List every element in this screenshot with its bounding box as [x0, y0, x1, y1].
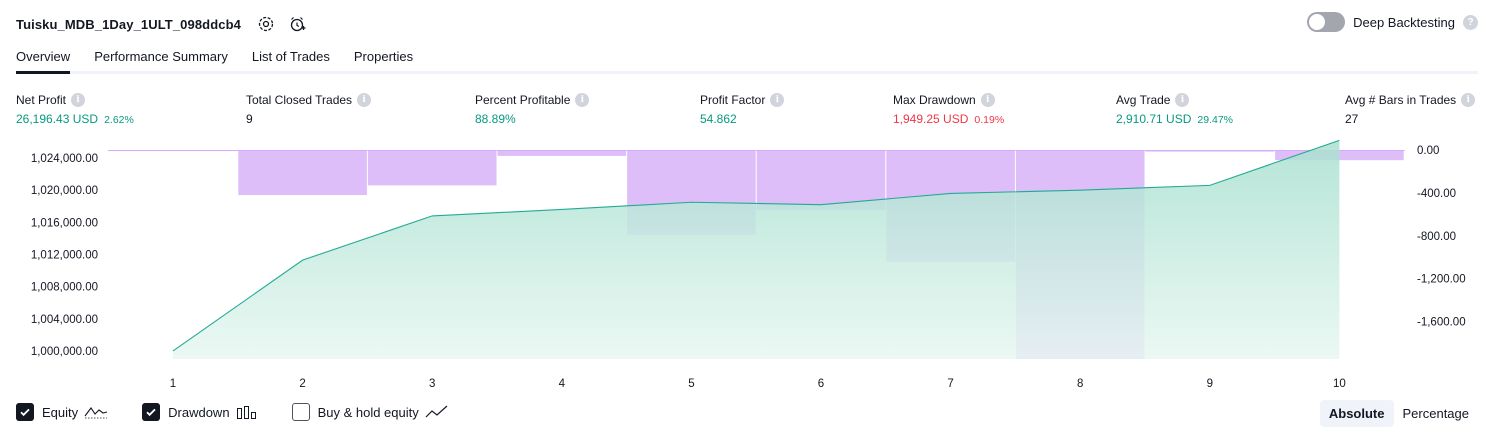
chart-legend: Equity Drawdown Buy & hold equity — [16, 403, 483, 421]
x-axis-tick-label: 5 — [688, 378, 694, 390]
gear-icon[interactable] — [257, 15, 275, 33]
right-axis-tick-label: 0.00 — [1417, 145, 1439, 157]
x-axis-tick-label: 4 — [559, 378, 566, 390]
info-icon[interactable]: i — [71, 93, 86, 107]
legend-label: Equity — [42, 404, 79, 420]
left-axis-tick-label: 1,020,000.00 — [31, 185, 98, 197]
drawdown-bar[interactable] — [497, 150, 627, 156]
x-axis-tick-label: 10 — [1333, 378, 1346, 390]
legend-drawdown[interactable]: Drawdown — [142, 403, 257, 421]
metric-avg-trade: Avg Trade i 2,910.71 USD 29.47% — [1116, 93, 1233, 126]
legend-equity[interactable]: Equity — [16, 403, 108, 421]
metric-value: 1,949.25 USD — [893, 112, 969, 126]
left-axis-tick-label: 1,004,000.00 — [31, 314, 98, 326]
metric-max-drawdown: Max Drawdown i 1,949.25 USD 0.19% — [893, 93, 1004, 126]
drawdown-bar[interactable] — [108, 150, 238, 152]
drawdown-bar[interactable] — [756, 150, 886, 211]
buy-hold-line-icon — [425, 405, 449, 419]
tab-properties[interactable]: Properties — [353, 49, 414, 64]
metric-net-profit: Net Profit i 26,196.43 USD 2.62% — [16, 93, 134, 126]
info-icon[interactable]: i — [357, 93, 372, 107]
tab-performance-summary[interactable]: Performance Summary — [94, 49, 228, 64]
metric-percent: 29.47% — [1197, 114, 1234, 126]
add-alert-clock-icon[interactable] — [289, 15, 307, 33]
deep-backtesting-label: Deep Backtesting — [1353, 14, 1455, 30]
strategy-header: Tuisku_MDB_1Day_1ULT_098ddcb4 Deep Backt… — [16, 12, 1478, 36]
equity-area-fill — [173, 140, 1340, 359]
tab-list-of-trades[interactable]: List of Trades — [251, 49, 330, 64]
info-icon[interactable]: i — [1461, 93, 1476, 107]
legend-label: Drawdown — [168, 404, 230, 420]
metric-percent-profitable: Percent Profitable i 88.89% — [475, 93, 590, 126]
metric-label: Avg Trade — [1116, 93, 1171, 107]
report-tabs: Overview Performance Summary List of Tra… — [16, 44, 1478, 74]
drawdown-bar[interactable] — [367, 150, 497, 186]
metric-profit-factor: Profit Factor i 54.862 — [700, 93, 785, 126]
deep-backtesting-control: Deep Backtesting ? — [1307, 12, 1478, 32]
drawdown-bar[interactable] — [1145, 150, 1275, 152]
metric-label: Profit Factor — [700, 93, 766, 107]
info-icon[interactable]: i — [575, 93, 590, 107]
metric-value: 26,196.43 USD — [16, 112, 99, 126]
metric-avg-bars: Avg # Bars in Trades i 27 — [1345, 93, 1476, 126]
metric-percent: 0.19% — [974, 114, 1005, 126]
x-axis-tick-label: 3 — [429, 378, 435, 390]
metric-label: Total Closed Trades — [246, 93, 353, 107]
left-axis-tick-label: 1,012,000.00 — [31, 250, 98, 262]
x-axis-tick-label: 9 — [1207, 378, 1213, 390]
view-mode-switch: Absolute Percentage — [1319, 400, 1478, 427]
metric-percent: 2.62% — [104, 114, 134, 126]
equity-drawdown-chart[interactable]: 1,000,000.00 1,004,000.00 1,008,000.00 1,01… — [0, 140, 1494, 395]
drawdown-checkbox[interactable] — [142, 403, 161, 421]
left-axis-tick-label: 1,000,000.00 — [31, 346, 98, 358]
toggle-knob — [1309, 14, 1326, 30]
mode-percentage-button[interactable]: Percentage — [1402, 406, 1470, 421]
left-axis-tick-label: 1,008,000.00 — [31, 282, 98, 294]
mode-absolute-button[interactable]: Absolute — [1319, 400, 1394, 427]
tab-overview[interactable]: Overview — [16, 44, 71, 74]
summary-metrics: Net Profit i 26,196.43 USD 2.62% Total Clo… — [16, 93, 1478, 133]
left-axis-tick-label: 1,024,000.00 — [31, 153, 98, 165]
right-axis-tick-label: -1,600.00 — [1417, 317, 1466, 329]
equity-line[interactable] — [172, 140, 1340, 352]
x-axis-tick-label: 7 — [947, 378, 953, 390]
metric-value: 88.89% — [475, 112, 516, 126]
right-axis-tick-label: -1,200.00 — [1417, 274, 1466, 286]
info-icon[interactable]: i — [980, 93, 995, 107]
equity-checkbox[interactable] — [16, 403, 34, 421]
deep-backtesting-toggle[interactable] — [1307, 12, 1346, 32]
chart-axes: 1,000,000.00 1,004,000.00 1,008,000.00 1,01… — [31, 145, 1466, 390]
info-icon[interactable]: i — [1175, 93, 1190, 107]
metric-value: 9 — [246, 112, 253, 126]
x-axis-tick-label: 6 — [818, 378, 824, 390]
x-axis-tick-label: 8 — [1077, 378, 1083, 390]
right-axis-tick-label: -800.00 — [1417, 231, 1456, 243]
metric-value: 2,910.71 USD — [1116, 112, 1192, 126]
metric-label: Avg # Bars in Trades — [1345, 93, 1457, 107]
info-icon[interactable]: i — [770, 93, 785, 107]
help-icon[interactable]: ? — [1463, 14, 1478, 30]
right-axis-tick-label: -400.00 — [1417, 188, 1456, 200]
metric-label: Max Drawdown — [893, 93, 976, 107]
equity-line-icon — [84, 405, 108, 419]
drawdown-bar[interactable] — [238, 150, 367, 196]
metric-label: Net Profit — [16, 93, 67, 107]
left-axis-tick-label: 1,016,000.00 — [31, 217, 98, 229]
strategy-title: Tuisku_MDB_1Day_1ULT_098ddcb4 — [16, 16, 241, 32]
buy-hold-checkbox[interactable] — [291, 403, 310, 421]
legend-buy-hold[interactable]: Buy & hold equity — [291, 403, 449, 421]
metric-value: 54.862 — [700, 112, 737, 126]
drawdown-bars-icon — [236, 405, 258, 419]
metric-value: 27 — [1345, 112, 1359, 126]
x-axis-tick-label: 1 — [170, 378, 176, 390]
metric-total-closed-trades: Total Closed Trades i 9 — [246, 93, 372, 126]
equity-area — [172, 140, 1340, 359]
x-axis-tick-label: 2 — [299, 378, 305, 390]
legend-label: Buy & hold equity — [317, 404, 419, 420]
metric-label: Percent Profitable — [475, 93, 571, 107]
